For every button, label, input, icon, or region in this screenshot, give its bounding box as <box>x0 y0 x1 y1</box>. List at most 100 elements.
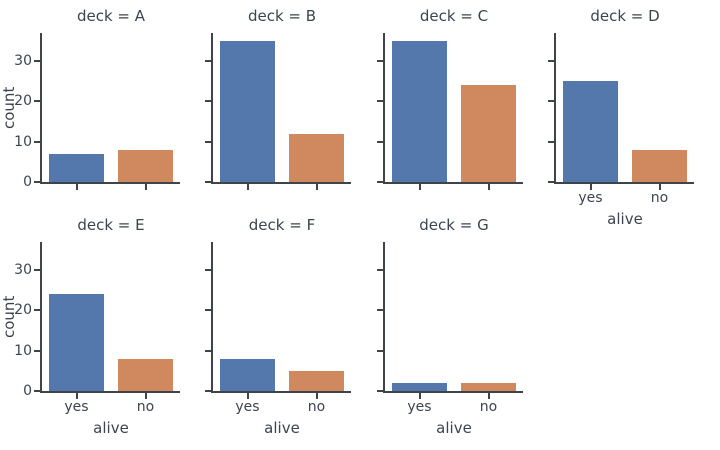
bar-yes <box>219 41 276 182</box>
x-tick <box>487 393 490 399</box>
y-tick-label: 20 <box>14 302 32 319</box>
bar-no <box>117 150 174 182</box>
y-tick <box>377 181 383 183</box>
facet-title: deck = B <box>247 7 317 25</box>
y-axis-label: count <box>0 295 18 338</box>
x-tick <box>418 184 421 190</box>
y-tick <box>377 309 383 312</box>
x-tick-label: yes <box>235 399 260 415</box>
x-tick-label: no <box>650 190 669 206</box>
x-tick <box>315 393 318 399</box>
facet-title: deck = D <box>590 7 660 25</box>
y-tick <box>205 390 211 392</box>
bar-no <box>631 150 688 182</box>
y-tick <box>34 100 40 103</box>
y-tick-label: 30 <box>14 262 32 279</box>
plot-area: yes no alive <box>205 242 351 437</box>
x-tick-label: no <box>136 399 155 415</box>
y-tick <box>205 60 211 63</box>
y-tick <box>548 100 554 103</box>
x-tick <box>589 184 592 190</box>
facet-deck-a: deck = A 0 10 20 30 <box>14 7 180 190</box>
facet-deck-d: deck = D yes no alive <box>548 7 694 228</box>
y-tick-label: 10 <box>14 342 32 359</box>
x-axis-label: alive <box>607 210 643 228</box>
y-tick <box>34 390 40 392</box>
y-tick <box>548 140 554 143</box>
y-tick <box>34 309 40 312</box>
bar-yes <box>48 154 105 182</box>
bar-no <box>460 383 517 391</box>
y-tick <box>377 60 383 63</box>
plot-area: 0 10 20 30 yes no alive <box>14 242 180 437</box>
bar-yes <box>48 294 105 391</box>
x-tick <box>75 184 78 190</box>
x-tick <box>246 184 249 190</box>
y-tick <box>377 100 383 103</box>
y-tick <box>205 309 211 312</box>
y-tick <box>205 349 211 352</box>
y-tick-label: 30 <box>14 53 32 70</box>
facet-title: deck = E <box>77 216 145 234</box>
bar-yes <box>219 359 276 391</box>
x-tick <box>658 184 661 190</box>
bar-yes <box>391 383 448 391</box>
x-tick <box>144 184 147 190</box>
x-axis-label: alive <box>93 419 129 437</box>
facet-deck-c: deck = C <box>377 7 523 190</box>
y-tick <box>548 181 554 183</box>
y-tick <box>34 140 40 143</box>
y-tick <box>34 181 40 183</box>
y-tick <box>34 269 40 272</box>
plot-area: 0 10 20 30 <box>14 33 180 190</box>
bar-no <box>117 359 174 391</box>
y-axis-label: count <box>0 86 18 129</box>
plot-area: yes no alive <box>377 242 523 437</box>
y-tick <box>377 390 383 392</box>
facet-title: deck = C <box>419 7 489 25</box>
bar-no <box>460 85 517 182</box>
y-tick <box>205 181 211 183</box>
bar-no <box>288 134 345 182</box>
x-tick <box>487 184 490 190</box>
y-tick <box>377 269 383 272</box>
facet-deck-f: deck = F yes no alive <box>205 216 351 437</box>
y-tick <box>377 349 383 352</box>
x-tick-label: yes <box>578 190 603 206</box>
x-tick <box>75 393 78 399</box>
y-tick-label: 0 <box>23 383 32 399</box>
y-tick-label: 0 <box>23 174 32 190</box>
facet-deck-b: deck = B <box>205 7 351 190</box>
facet-title: deck = G <box>419 216 489 234</box>
x-axis-label: alive <box>264 419 300 437</box>
facet-deck-g: deck = G yes no alive <box>377 216 523 437</box>
bar-yes <box>391 41 448 182</box>
y-tick <box>205 140 211 143</box>
y-tick <box>34 349 40 352</box>
facet-title: deck = F <box>248 216 316 234</box>
facet-title: deck = A <box>76 7 146 25</box>
bar-no <box>288 371 345 391</box>
bar-yes <box>562 81 619 182</box>
y-tick <box>205 269 211 272</box>
y-tick <box>34 60 40 63</box>
x-tick <box>246 393 249 399</box>
x-tick-label: no <box>307 399 326 415</box>
y-tick <box>548 60 554 63</box>
facet-deck-e: deck = E 0 10 20 30 yes no alive <box>14 216 180 437</box>
x-tick-label: no <box>479 399 498 415</box>
x-tick-label: yes <box>64 399 89 415</box>
plot-area <box>205 33 351 190</box>
x-axis-label: alive <box>436 419 472 437</box>
x-tick <box>418 393 421 399</box>
plot-area: yes no alive <box>548 33 694 228</box>
x-tick <box>144 393 147 399</box>
y-tick <box>205 100 211 103</box>
plot-area <box>377 33 523 190</box>
x-tick <box>315 184 318 190</box>
x-tick-label: yes <box>407 399 432 415</box>
y-tick-label: 10 <box>14 133 32 150</box>
y-tick <box>377 140 383 143</box>
y-tick-label: 20 <box>14 93 32 110</box>
